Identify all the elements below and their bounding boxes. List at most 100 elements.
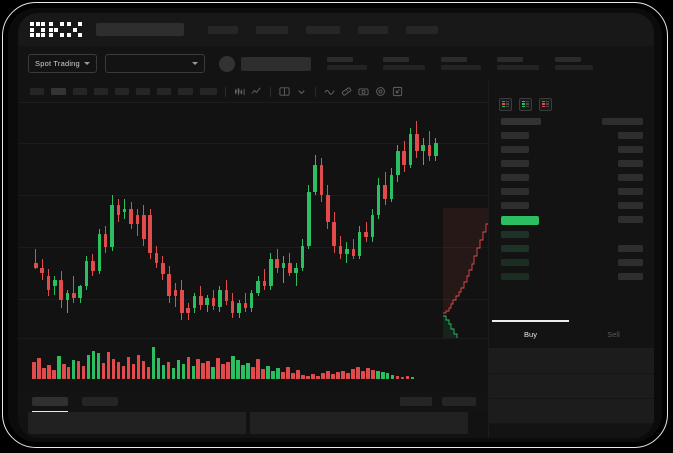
volume-bar bbox=[56, 356, 61, 379]
bottom-panel-left[interactable] bbox=[28, 412, 246, 434]
nav-item-4[interactable] bbox=[358, 25, 388, 34]
orderbook-bid-row[interactable] bbox=[489, 231, 654, 240]
candlestick-type-icon[interactable] bbox=[234, 86, 245, 97]
market-pair-bar: Spot Trading bbox=[18, 46, 654, 81]
candle-body bbox=[376, 185, 381, 216]
order-price-field[interactable] bbox=[489, 349, 654, 374]
tab-sell[interactable]: Sell bbox=[572, 321, 654, 348]
indicator-icon[interactable] bbox=[251, 86, 262, 97]
volume-chart[interactable] bbox=[18, 338, 488, 390]
search-input[interactable] bbox=[96, 23, 184, 36]
timeframe-5m[interactable] bbox=[51, 88, 66, 95]
orderbook-ask-row[interactable] bbox=[489, 160, 654, 169]
nav-item-5[interactable] bbox=[406, 25, 438, 34]
candle-body bbox=[415, 134, 419, 152]
timeframe-more[interactable] bbox=[200, 88, 217, 95]
candle-body bbox=[78, 286, 83, 299]
bottom-panel-right[interactable] bbox=[250, 412, 468, 434]
orderbook-amount-cell bbox=[602, 118, 643, 125]
okx-logo-icon[interactable] bbox=[30, 22, 82, 37]
chevron-down-icon bbox=[191, 62, 198, 65]
candle-body bbox=[237, 303, 241, 314]
volume-bar bbox=[116, 362, 121, 379]
volume-bar bbox=[166, 362, 171, 379]
orderbook-price-cell bbox=[501, 231, 529, 238]
orderbook-bid-row[interactable] bbox=[489, 245, 654, 254]
gear-icon[interactable] bbox=[375, 86, 386, 97]
timeframe-1h[interactable] bbox=[115, 88, 129, 95]
timeframe-4h[interactable] bbox=[136, 88, 150, 95]
candle-body bbox=[224, 289, 229, 302]
orderbook-ask-row[interactable] bbox=[489, 174, 654, 183]
orderbook-ask-row[interactable] bbox=[489, 146, 654, 155]
stat-value bbox=[440, 65, 481, 70]
nav-item-1[interactable] bbox=[208, 25, 238, 34]
order-amount-field[interactable] bbox=[489, 374, 654, 399]
line-chart-icon[interactable] bbox=[324, 86, 335, 97]
timeframe-15m[interactable] bbox=[73, 88, 87, 95]
camera-icon[interactable] bbox=[358, 86, 369, 97]
chart-gridline bbox=[18, 195, 488, 196]
orderbook-last-price[interactable] bbox=[489, 216, 654, 225]
okx-logo-letter bbox=[48, 22, 64, 37]
pair-select-dropdown[interactable] bbox=[104, 54, 205, 73]
orderbook-layout-asks-icon[interactable] bbox=[539, 98, 552, 111]
timeframe-30m[interactable] bbox=[94, 88, 108, 95]
volume-bar bbox=[126, 357, 131, 379]
volume-bar bbox=[46, 364, 51, 379]
candle-body bbox=[40, 267, 44, 273]
stat-24h-low bbox=[440, 57, 481, 70]
volume-bar bbox=[96, 352, 101, 379]
icon-bars-left bbox=[522, 101, 525, 108]
timeframe-1m[interactable] bbox=[30, 88, 44, 95]
candle-body bbox=[97, 233, 102, 272]
tab-buy[interactable]: Buy bbox=[489, 320, 572, 348]
orderbook-bid-row[interactable] bbox=[489, 259, 654, 268]
candle-body bbox=[332, 222, 337, 246]
price-chart[interactable] bbox=[18, 103, 488, 338]
candle-wick bbox=[365, 222, 367, 243]
fullscreen-icon[interactable] bbox=[392, 86, 403, 97]
tab-open-orders[interactable] bbox=[32, 396, 68, 413]
orderbook-layout-bids-icon[interactable] bbox=[519, 98, 532, 111]
candle-body bbox=[186, 308, 190, 314]
timeframe-1d[interactable] bbox=[157, 88, 171, 95]
candle-body bbox=[275, 259, 279, 268]
orderbook-bid-row[interactable] bbox=[489, 273, 654, 282]
nav-item-3[interactable] bbox=[306, 25, 340, 34]
orderbook-price-cell bbox=[501, 132, 529, 139]
orderbook-header[interactable] bbox=[489, 118, 654, 127]
candle-body bbox=[326, 195, 330, 223]
nav-items bbox=[208, 25, 438, 34]
measure-icon[interactable] bbox=[341, 86, 352, 97]
nav-item-2[interactable] bbox=[256, 25, 288, 34]
orderbook[interactable] bbox=[489, 118, 654, 318]
volume-bar bbox=[291, 373, 295, 379]
candle-body bbox=[34, 262, 38, 268]
candle-body bbox=[167, 274, 171, 297]
orders-tabs-left bbox=[32, 396, 118, 413]
candle-body bbox=[281, 262, 286, 268]
timeframe-1w[interactable] bbox=[178, 88, 193, 95]
icon-bars-right bbox=[545, 101, 549, 108]
chart-layout-icon[interactable] bbox=[279, 86, 290, 97]
spot-trading-dropdown[interactable]: Spot Trading bbox=[28, 54, 97, 73]
orderbook-ask-row[interactable] bbox=[489, 132, 654, 141]
candle-body bbox=[116, 205, 121, 216]
bottom-action-1[interactable] bbox=[400, 396, 432, 406]
candlestick-series bbox=[18, 103, 488, 338]
order-total-field[interactable] bbox=[489, 399, 654, 424]
candle-body bbox=[161, 262, 165, 275]
candle-body bbox=[72, 293, 76, 299]
orderbook-ask-row[interactable] bbox=[489, 202, 654, 211]
okx-logo-letter bbox=[30, 22, 45, 37]
bottom-action-2[interactable] bbox=[442, 396, 476, 406]
candle-body bbox=[173, 289, 178, 297]
candle-wick bbox=[244, 293, 246, 312]
orderbook-price-cell bbox=[501, 174, 529, 181]
volume-bar bbox=[351, 368, 355, 379]
chevron-down-icon[interactable] bbox=[296, 86, 307, 97]
orderbook-layout-both-icon[interactable] bbox=[499, 98, 512, 111]
orderbook-ask-row[interactable] bbox=[489, 188, 654, 197]
tab-order-history[interactable] bbox=[82, 396, 118, 406]
